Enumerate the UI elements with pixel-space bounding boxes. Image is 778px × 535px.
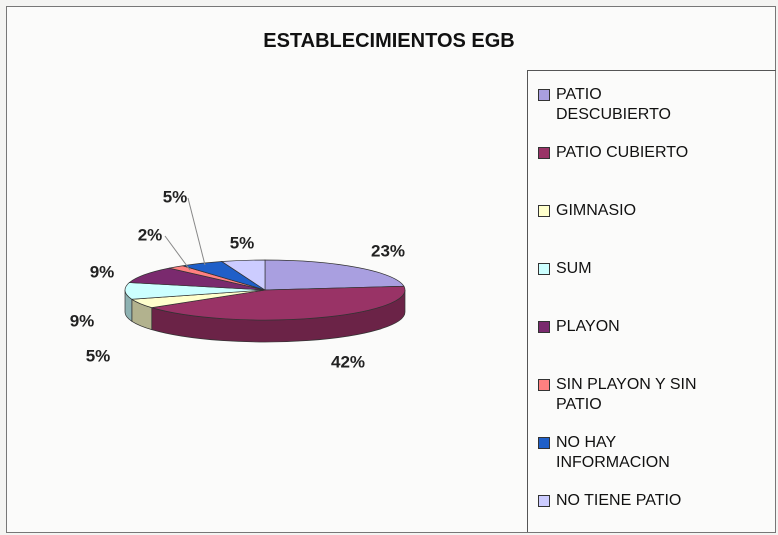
legend-item: NO HAY INFORMACION [538,433,716,473]
legend-item: SUM [538,259,716,279]
leader-line [164,235,191,271]
legend-label: PATIO CUBIERTO [556,144,689,161]
slice [264,259,405,291]
legend-item: NO TIENE PATIO [538,491,716,511]
legend-item: SIN PLAYON Y SIN PATIO [538,375,716,415]
legend-swatch [538,89,550,101]
data-label: 9% [70,311,95,330]
data-label: 5% [86,346,111,365]
pie-chart: 23%42%5%9%9%2%5%5% [70,187,406,371]
legend-swatch [538,495,550,507]
legend-swatch [538,321,550,333]
legend-item: GIMNASIO [538,201,716,221]
legend-label: PLAYON [556,318,620,335]
legend: PATIO DESCUBIERTO PATIO CUBIERTO GIMNASIO S… [527,70,776,532]
data-label: 5% [163,187,188,206]
legend-label: PATIO DESCUBIERTO [556,86,671,123]
chart-frame [6,6,776,533]
legend-label: SIN PLAYON Y SIN PATIO [556,376,697,413]
data-label: 5% [230,233,255,252]
data-label: 23% [371,241,405,260]
leader-line [187,197,206,266]
chart-title: ESTABLECIMIENTOS EGB [263,30,515,52]
slice [128,267,266,291]
legend-swatch [538,437,550,449]
legend-swatch [538,263,550,275]
legend-item: PLAYON [538,317,716,337]
legend-swatch [538,205,550,217]
data-label: 9% [90,262,115,281]
legend-label: NO TIENE PATIO [556,492,682,509]
data-label: 2% [138,225,163,244]
data-label: 42% [331,352,365,371]
slice [151,285,406,321]
legend-label: GIMNASIO [556,202,637,219]
legend-item: PATIO DESCUBIERTO [538,85,716,125]
legend-item: PATIO CUBIERTO [538,143,716,163]
slice [220,259,266,291]
legend-swatch [538,379,550,391]
legend-swatch [538,147,550,159]
legend-label: NO HAY INFORMACION [556,434,670,471]
legend-label: SUM [556,260,592,277]
